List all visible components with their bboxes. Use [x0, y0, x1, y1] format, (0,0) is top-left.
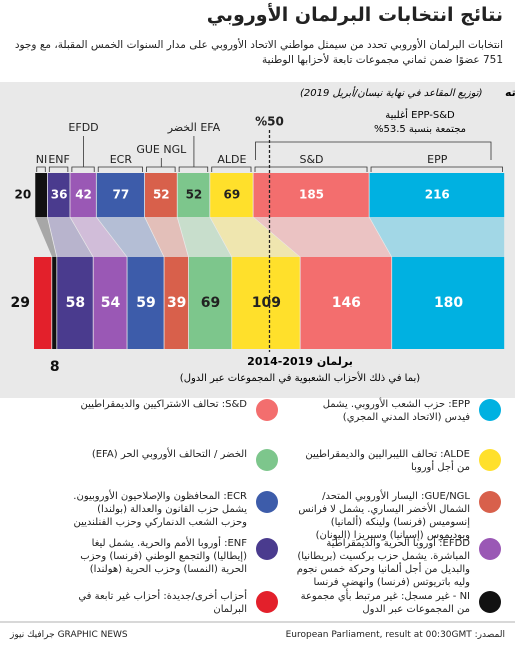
value-label: 69 — [201, 295, 220, 311]
connector — [96, 217, 164, 257]
connector — [177, 217, 232, 257]
legend-swatch — [256, 449, 278, 471]
value-label: 77 — [113, 188, 130, 202]
bar-segment — [57, 257, 93, 349]
value-label: 54 — [101, 295, 121, 311]
legend-swatch — [256, 591, 278, 613]
legend-text: GUE/NGL: اليسار الأوروبي المتحد/الشمال ا… — [298, 491, 470, 541]
legend-swatch — [256, 491, 278, 513]
category-label: EFDD — [68, 121, 98, 134]
value-label: 20 — [15, 188, 32, 202]
connector — [35, 217, 57, 257]
category-label: S&D — [300, 153, 324, 166]
bar-segment — [369, 173, 505, 217]
value-label: 29 — [11, 295, 30, 311]
legend-swatch — [256, 399, 278, 421]
legend-swatch — [479, 538, 501, 560]
bar-segment — [392, 257, 505, 349]
category-label: الخضر EFA — [167, 121, 221, 134]
bar-segment — [52, 257, 57, 349]
bar-segment — [177, 173, 210, 217]
value-label: 8 — [50, 359, 60, 375]
series-note: (بما في ذلك الأحزاب الشعبوية في المجموعا… — [180, 371, 420, 384]
connector — [369, 217, 505, 257]
bar-segment — [93, 257, 127, 349]
majority-note: EPP-S&D أغلبية — [385, 108, 455, 121]
legend-text: ECR: المحافظون والإصلاحيون الأوروبيون. ي… — [73, 491, 247, 528]
value-label: 185 — [299, 188, 324, 202]
connector — [210, 217, 300, 257]
value-label: 146 — [332, 295, 361, 311]
value-label: 109 — [252, 295, 281, 311]
legend-swatch — [479, 491, 501, 513]
bracket — [97, 166, 143, 172]
value-label: 69 — [224, 188, 241, 202]
bar-segment — [35, 173, 47, 217]
bar-segment — [34, 257, 52, 349]
credit: GRAPHIC NEWS جرافيك نيوز — [10, 630, 128, 640]
category-label: ALDE — [217, 153, 246, 166]
value-label: 180 — [434, 295, 463, 311]
value-label: 36 — [51, 188, 68, 202]
bar-segment — [232, 257, 300, 349]
legend-text: أحزاب أخرى/جديدة: أحزاب غير تابعة في الب… — [78, 591, 247, 615]
connector — [145, 217, 189, 257]
value-label: 52 — [153, 188, 170, 202]
legend-text: EPP: حزب الشعب الأوروبي. يشمل فيدس (الات… — [322, 399, 470, 423]
bracket — [146, 166, 176, 172]
category-label: GUE NGL — [136, 143, 187, 156]
majority-note: مجتمعة بنسبة 53.5% — [374, 124, 466, 135]
category-label: EPP — [427, 153, 448, 166]
value-label: 216 — [425, 188, 450, 202]
category-label: NI — [36, 153, 47, 166]
bracket — [36, 166, 46, 172]
legend-text: EFDD: أوروبا الحرية والديمقراطية المباشر… — [296, 538, 470, 588]
legend-text: الخضر / التحالف الأوروبي الحر (EFA) — [91, 449, 247, 460]
connector — [47, 217, 93, 257]
legend-swatch — [256, 538, 278, 560]
majority-bracket — [255, 141, 492, 160]
bracket — [178, 166, 209, 172]
legend-swatch — [479, 399, 501, 421]
value-label: 39 — [167, 295, 186, 311]
bar-segment — [127, 257, 164, 349]
bracket — [254, 166, 368, 172]
bar-segment — [96, 173, 145, 217]
bar-segment — [70, 173, 96, 217]
bar-segment — [145, 173, 177, 217]
value-label: 58 — [66, 295, 85, 311]
bar-segment — [210, 173, 253, 217]
category-label: ENF — [48, 153, 70, 166]
bracket — [370, 166, 503, 172]
legend-text: S&D: تحالف الاشتراكيين والديمقراطيين — [80, 399, 247, 410]
legend-text: ALDE: تحالف الليبراليين والديمقراطيين من… — [305, 449, 470, 473]
bracket — [48, 166, 69, 172]
value-label: 59 — [136, 295, 155, 311]
legend-swatch — [479, 591, 501, 613]
series-note: (توزيع المقاعد في نهاية نيسان/أبريل 2019… — [300, 86, 483, 99]
bar-segment — [253, 173, 369, 217]
series-title: برلمان 2014-2019 المنتهية فترته — [505, 86, 515, 99]
source: المصدر: European Parliament, result at 0… — [285, 630, 505, 640]
connector — [70, 217, 127, 257]
bar-segment — [188, 257, 232, 349]
series-title: برلمان 2019-2014 — [247, 355, 353, 368]
value-label: 52 — [186, 188, 203, 202]
value-label: 42 — [75, 188, 92, 202]
legend-text: ENF: أوروبا الأمم والحرية. يشمل ليغا (إي… — [80, 538, 247, 575]
connector — [253, 217, 392, 257]
bar-segment — [300, 257, 392, 349]
bar-segment — [47, 173, 70, 217]
subtitle: انتخابات البرلمان الأوروبي تحدد من سيمثل… — [14, 39, 503, 66]
bracket — [71, 166, 95, 172]
bracket — [211, 166, 252, 172]
title: نتائج انتخابات البرلمان الأوروبي — [206, 4, 503, 26]
majority-label: %50 — [255, 115, 284, 129]
legend-text: NI - غير مسجل: غير مرتبط بأي مجموعة من ا… — [300, 591, 470, 615]
bar-segment — [164, 257, 189, 349]
legend-swatch — [479, 449, 501, 471]
category-label: ECR — [110, 153, 133, 166]
